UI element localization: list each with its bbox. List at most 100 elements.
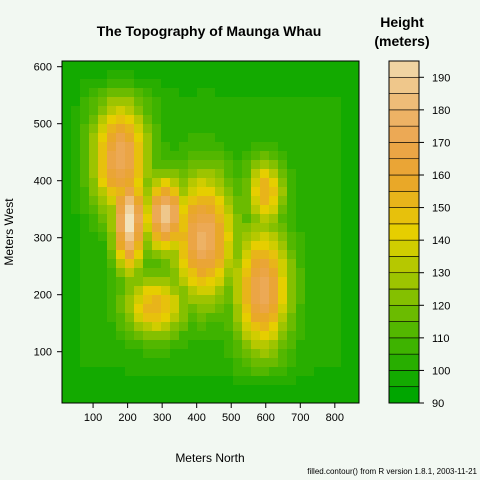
contour-cell [107,205,117,215]
contour-cell [107,331,117,341]
contour-cell [305,115,315,125]
contour-cell [332,214,342,224]
contour-cell [251,376,261,386]
contour-cell [197,340,207,350]
contour-cell [107,61,117,71]
contour-cell [269,358,279,368]
contour-cell [134,142,144,152]
contour-cell [215,160,225,170]
contour-cell [125,331,135,341]
contour-cell [287,133,297,143]
contour-cell [224,295,234,305]
contour-cell [179,106,189,116]
contour-cell [125,286,135,296]
contour-cell [296,304,306,314]
contour-cell [341,79,351,89]
contour-cell [314,241,324,251]
contour-cell [89,286,99,296]
contour-cell [71,178,81,188]
contour-cell [179,97,189,107]
contour-cell [242,268,252,278]
contour-cell [215,187,225,197]
contour-cell [80,259,90,269]
contour-cell [296,61,306,71]
contour-cell [260,79,270,89]
contour-cell [287,259,297,269]
contour-cell [350,97,359,107]
contour-cell [80,97,90,107]
contour-cell [179,304,189,314]
contour-cell [179,187,189,197]
contour-cell [116,97,126,107]
contour-cell [233,295,243,305]
contour-cell [296,106,306,116]
contour-cell [296,286,306,296]
contour-cell [323,376,333,386]
contour-cell [116,79,126,89]
contour-cell [332,187,342,197]
contour-cell [260,223,270,233]
contour-cell [143,79,153,89]
y-axis: 100 200 300 400 500 600 [34,62,62,359]
contour-cell [170,223,180,233]
contour-cell [89,151,99,161]
contour-cell [80,79,90,89]
contour-cell [332,169,342,179]
contour-cell [314,115,324,125]
contour-cell [215,250,225,260]
contour-cell [251,88,261,98]
contour-cell [197,286,207,296]
contour-cell [98,142,108,152]
contour-cell [350,286,359,296]
contour-cell [341,124,351,134]
contour-cell [341,133,351,143]
contour-cell [323,250,333,260]
contour-cell [161,385,171,395]
contour-cell [242,367,252,377]
contour-cell [305,349,315,359]
contour-cell [89,268,99,278]
contour-cell [323,160,333,170]
contour-cell [197,106,207,116]
contour-cell [332,61,342,71]
contour-cell [89,241,99,251]
contour-cell [98,367,108,377]
contour-cell [269,187,279,197]
contour-cell [197,241,207,251]
contour-cell [188,151,198,161]
chart-title: The Topography of Maunga Whau [97,23,322,39]
contour-cell [161,358,171,368]
contour-cell [161,313,171,323]
contour-cell [332,160,342,170]
contour-cell [323,322,333,332]
contour-cell [152,394,162,403]
footer-note: filled.contour() from R version 1.8.1, 2… [307,467,477,476]
contour-cell [125,232,135,242]
contour-cell [341,142,351,152]
contour-cell [260,187,270,197]
contour-cell [161,250,171,260]
contour-cell [170,214,180,224]
contour-cell [188,214,198,224]
contour-cell [323,259,333,269]
contour-cell [134,97,144,107]
contour-cell [80,106,90,116]
contour-cell [269,106,279,116]
contour-cell [314,205,324,215]
contour-cell [71,304,81,314]
contour-cell [287,376,297,386]
contour-cell [89,304,99,314]
contour-cell [287,97,297,107]
contour-cell [350,232,359,242]
contour-cell [170,268,180,278]
contour-cell [98,187,108,197]
contour-cell [71,79,81,89]
contour-cell [62,313,72,323]
contour-cell [116,178,126,188]
contour-cell [143,322,153,332]
contour-cell [305,295,315,305]
contour-cell [251,70,261,80]
contour-cell [107,106,117,116]
contour-cell [197,88,207,98]
legend-color-band [388,223,420,241]
